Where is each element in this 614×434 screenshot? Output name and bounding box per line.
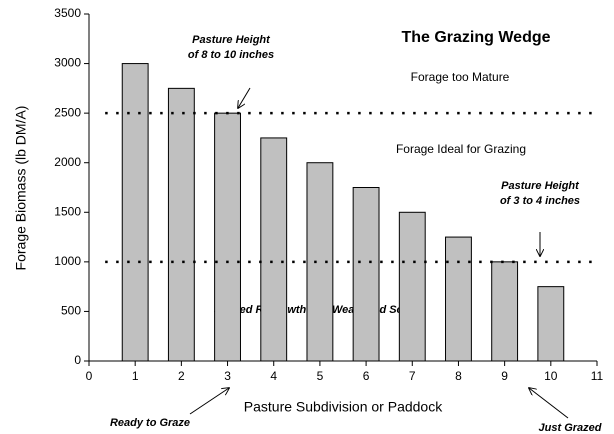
x-tick-label: 3	[224, 369, 231, 383]
y-axis-label: Forage Biomass (lb DM/A)	[13, 106, 29, 271]
x-tick-label: 6	[363, 369, 370, 383]
x-tick-label: 1	[132, 369, 139, 383]
x-tick-label: 0	[86, 369, 93, 383]
y-tick-label: 2000	[54, 155, 81, 169]
x-tick-label: 9	[501, 369, 508, 383]
x-tick-label: 2	[178, 369, 185, 383]
annotation: Just Grazed	[539, 422, 602, 434]
x-tick-label: 10	[544, 369, 558, 383]
annotation: of 8 to 10 inches	[188, 49, 274, 61]
bar	[491, 261, 519, 362]
bar	[537, 286, 565, 362]
bar	[167, 87, 195, 362]
chart-title: The Grazing Wedge	[401, 29, 550, 46]
bar	[260, 137, 288, 362]
bar	[121, 63, 149, 362]
y-tick-label: 1500	[54, 204, 81, 218]
y-tick-label: 3500	[54, 6, 81, 20]
arrow	[529, 388, 569, 419]
x-axis-label: Pasture Subdivision or Paddock	[244, 399, 443, 415]
y-tick-label: 0	[74, 353, 81, 367]
x-tick-label: 8	[455, 369, 462, 383]
arrow	[238, 87, 251, 108]
bar	[214, 112, 241, 362]
y-tick-label: 1000	[54, 254, 81, 268]
y-tick-label: 2500	[54, 105, 81, 119]
arrow	[189, 388, 229, 415]
bar	[352, 187, 380, 362]
x-tick-label: 5	[317, 369, 324, 383]
annotation: Ready to Graze	[110, 417, 190, 429]
bar	[445, 236, 472, 362]
y-tick-label: 3000	[54, 56, 81, 70]
y-tick-label: 500	[61, 304, 81, 318]
bar	[398, 211, 426, 362]
x-tick-label: 11	[591, 369, 604, 383]
x-tick-label: 7	[409, 369, 416, 383]
annotation: Forage too Mature	[411, 70, 510, 84]
annotation: of 3 to 4 inches	[500, 195, 580, 207]
bar	[306, 162, 334, 362]
annotation: Pasture Height	[192, 34, 271, 46]
annotation: Forage Ideal for Grazing	[396, 142, 526, 156]
annotation: Pasture Height	[501, 180, 580, 192]
x-tick-label: 4	[270, 369, 277, 383]
